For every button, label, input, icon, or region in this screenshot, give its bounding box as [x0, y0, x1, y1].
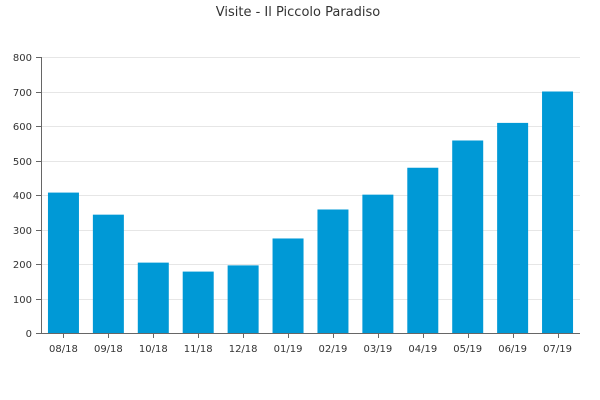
bars: [47, 91, 574, 334]
bar-06-19: [497, 122, 529, 334]
bar-01-19: [272, 238, 304, 333]
chart-title: Visite - Il Piccolo Paradiso: [216, 5, 381, 20]
x-tick-label: 03/19: [363, 344, 392, 355]
y-tick-label: 600: [13, 122, 32, 133]
bar-03-19: [362, 194, 394, 333]
y-axis-ticks: 0 100 200 300 400 500 600 700 800: [13, 53, 41, 340]
x-tick-label: 10/18: [139, 344, 168, 355]
grid-lines: [41, 57, 580, 300]
bar-10-18: [137, 262, 169, 333]
y-tick-label: 0: [26, 329, 32, 340]
x-tick-label: 04/19: [408, 344, 437, 355]
x-tick-label: 01/19: [274, 344, 303, 355]
x-axis-ticks: 08/18 09/18 10/18 11/18 12/18 01/19 02/19 03/19…: [49, 333, 572, 355]
y-tick-label: 300: [13, 226, 32, 237]
bar-12-18: [227, 265, 259, 333]
bar-11-18: [182, 271, 214, 333]
x-tick-label: 07/19: [543, 344, 572, 355]
bar-04-19: [407, 167, 439, 333]
x-tick-label: 02/19: [319, 344, 348, 355]
x-tick-label: 06/19: [498, 344, 527, 355]
bar-02-19: [317, 209, 349, 333]
y-tick-label: 800: [13, 53, 32, 64]
x-tick-label: 08/18: [49, 344, 78, 355]
bar-07-19: [542, 91, 574, 333]
bar-09-18: [92, 214, 124, 333]
x-tick-label: 12/18: [229, 344, 258, 355]
bar-05-19: [452, 140, 484, 333]
x-tick-label: 05/19: [453, 344, 482, 355]
y-tick-label: 400: [13, 191, 32, 202]
y-tick-label: 500: [13, 157, 32, 168]
y-tick-label: 700: [13, 88, 32, 99]
y-tick-label: 200: [13, 260, 32, 271]
bar-08-18: [47, 192, 79, 333]
y-tick-label: 100: [13, 295, 32, 306]
x-tick-label: 11/18: [184, 344, 213, 355]
x-tick-label: 09/18: [94, 344, 123, 355]
